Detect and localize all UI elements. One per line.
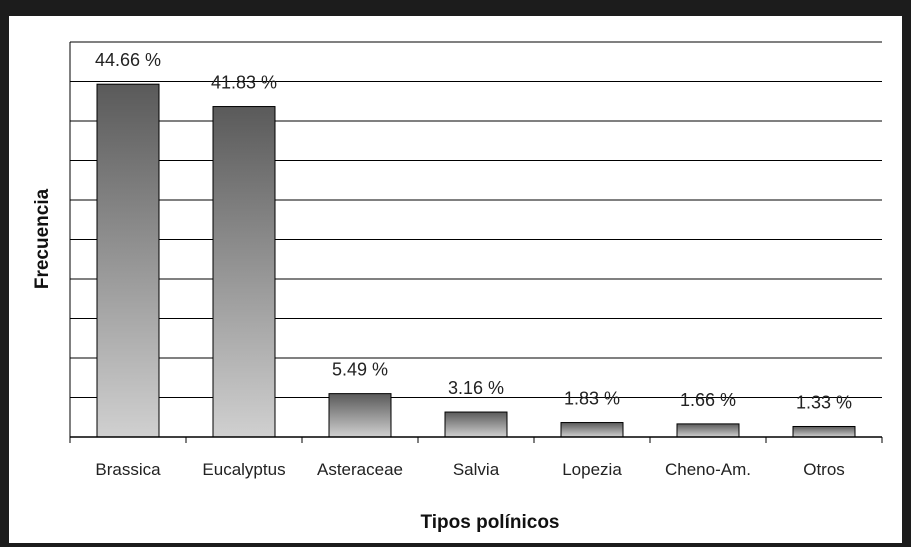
x-tick-label: Asteraceae bbox=[317, 460, 403, 479]
x-axis-title: Tipos polínicos bbox=[421, 512, 560, 533]
bar-salvia bbox=[444, 411, 508, 438]
bar-lopezia bbox=[560, 422, 624, 438]
x-tick-label: Brassica bbox=[95, 460, 161, 479]
bar-brassica bbox=[96, 83, 160, 438]
x-tick-label: Eucalyptus bbox=[202, 460, 285, 479]
x-tick-label: Salvia bbox=[453, 460, 500, 479]
bar-otros bbox=[792, 425, 856, 438]
x-tick-label: Lopezia bbox=[562, 460, 622, 479]
data-label: 1.66 % bbox=[680, 390, 736, 410]
bar-cheno-am- bbox=[676, 423, 740, 438]
bar-eucalyptus bbox=[212, 106, 276, 438]
data-label: 41.83 % bbox=[211, 73, 277, 93]
data-label: 44.66 % bbox=[95, 50, 161, 70]
data-label: 1.33 % bbox=[796, 392, 852, 412]
data-label: 1.83 % bbox=[564, 389, 620, 409]
x-axis: Brassica Eucalyptus Asteraceae Salvia Lopezi… bbox=[69, 436, 883, 479]
data-labels: 44.66 % 41.83 % 5.49 % 3.16 % 1.83 % 1.66 % 1.… bbox=[95, 50, 852, 412]
bars bbox=[96, 83, 856, 438]
gridlines bbox=[69, 41, 882, 437]
y-axis-title: Frecuencia bbox=[32, 188, 53, 289]
bar-asteraceae bbox=[328, 393, 392, 438]
x-tick-label: Cheno-Am. bbox=[665, 460, 751, 479]
data-label: 3.16 % bbox=[448, 378, 504, 398]
x-tick-label: Otros bbox=[803, 460, 845, 479]
data-label: 5.49 % bbox=[332, 360, 388, 380]
